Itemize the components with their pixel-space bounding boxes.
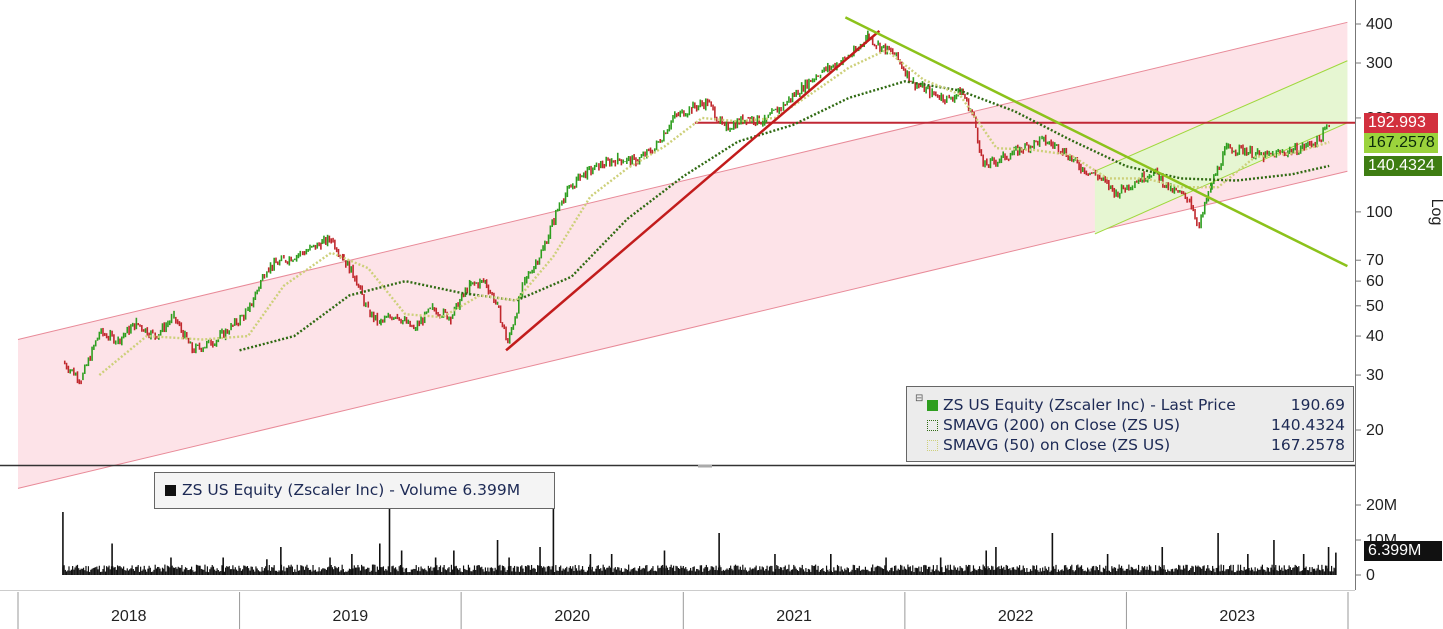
y-tick-label: 70 [1366, 252, 1384, 269]
legend-value-sma200: 140.4324 [1271, 416, 1345, 434]
legend-label-volume: ZS US Equity (Zscaler Inc) - Volume 6.39… [182, 481, 521, 499]
x-tick-label: 2021 [776, 608, 812, 625]
volume-y-tick-label: 0 [1366, 567, 1375, 584]
legend-collapse-icon[interactable]: ⊟ [915, 393, 924, 404]
legend-swatch-price [927, 400, 938, 411]
trendline-0 [505, 30, 881, 352]
price-y-axis: 203040506070100200300400 [1355, 16, 1393, 439]
x-tick-label: 2020 [554, 608, 590, 625]
x-tick-label: 2018 [111, 608, 147, 625]
legend-swatch-volume [165, 485, 176, 496]
channel-lower-edge-1 [1094, 122, 1348, 235]
legend-value-sma50: 167.2578 [1271, 436, 1345, 454]
x-tick-label: 2019 [333, 608, 369, 625]
price-tag-sma200-value: 140.4324 [1368, 157, 1435, 174]
volume-legend[interactable]: ZS US Equity (Zscaler Inc) - Volume 6.39… [154, 472, 555, 509]
price-tag-sma200: 140.4324 [1364, 156, 1442, 176]
price-tag-sma50-value: 167.2578 [1368, 134, 1435, 151]
channel-fill-0 [18, 22, 1348, 489]
y-tick-label: 20 [1366, 422, 1384, 439]
price-series-layer [63, 30, 1330, 385]
y-tick-label: 40 [1366, 328, 1384, 345]
channel-layer [17, 21, 1348, 489]
price-tag-sma50: 167.2578 [1364, 133, 1438, 153]
volume-y-tick-label: 20M [1366, 497, 1397, 514]
trendline-1 [844, 16, 1348, 268]
channel-upper-edge-1 [1094, 60, 1348, 172]
x-axis: 2018 2019 2020 2021 2022 2023 [17, 592, 1349, 629]
price-tag-resistance: 192.993 [1364, 113, 1438, 133]
y-tick-label: 100 [1366, 204, 1393, 221]
volume-tag: 6.399M [1364, 541, 1442, 561]
legend-swatch-sma200 [927, 420, 938, 431]
price-tag-resistance-value: 192.993 [1368, 114, 1426, 131]
legend-label-sma200: SMAVG (200) on Close (ZS US) [943, 416, 1181, 434]
y-tick-label: 60 [1366, 273, 1384, 290]
legend-swatch-sma50 [927, 440, 938, 451]
legend-value-price: 190.69 [1290, 396, 1345, 414]
legend-label-price: ZS US Equity (Zscaler Inc) - Last Price [943, 396, 1236, 414]
x-tick-label: 2022 [998, 608, 1034, 625]
volume-series-layer [62, 477, 1337, 575]
y-tick-label: 30 [1366, 367, 1384, 384]
volume-tag-value: 6.399M [1368, 542, 1422, 559]
channel-lower-edge-0 [17, 170, 1348, 489]
y-tick-label: 300 [1366, 55, 1393, 72]
price-panel [17, 16, 1355, 489]
y-tick-label: 50 [1366, 298, 1384, 315]
price-legend[interactable]: ⊟ ZS US Equity (Zscaler Inc) - Last Pric… [906, 386, 1354, 462]
x-tick-label: 2023 [1219, 608, 1255, 625]
log-scale-label: Log [1428, 199, 1443, 226]
channel-fill-1 [1094, 60, 1348, 234]
y-tick-label: 400 [1366, 16, 1393, 33]
trendline-layer [505, 16, 1348, 352]
legend-label-sma50: SMAVG (50) on Close (ZS US) [943, 436, 1171, 454]
channel-upper-edge-0 [17, 21, 1348, 340]
